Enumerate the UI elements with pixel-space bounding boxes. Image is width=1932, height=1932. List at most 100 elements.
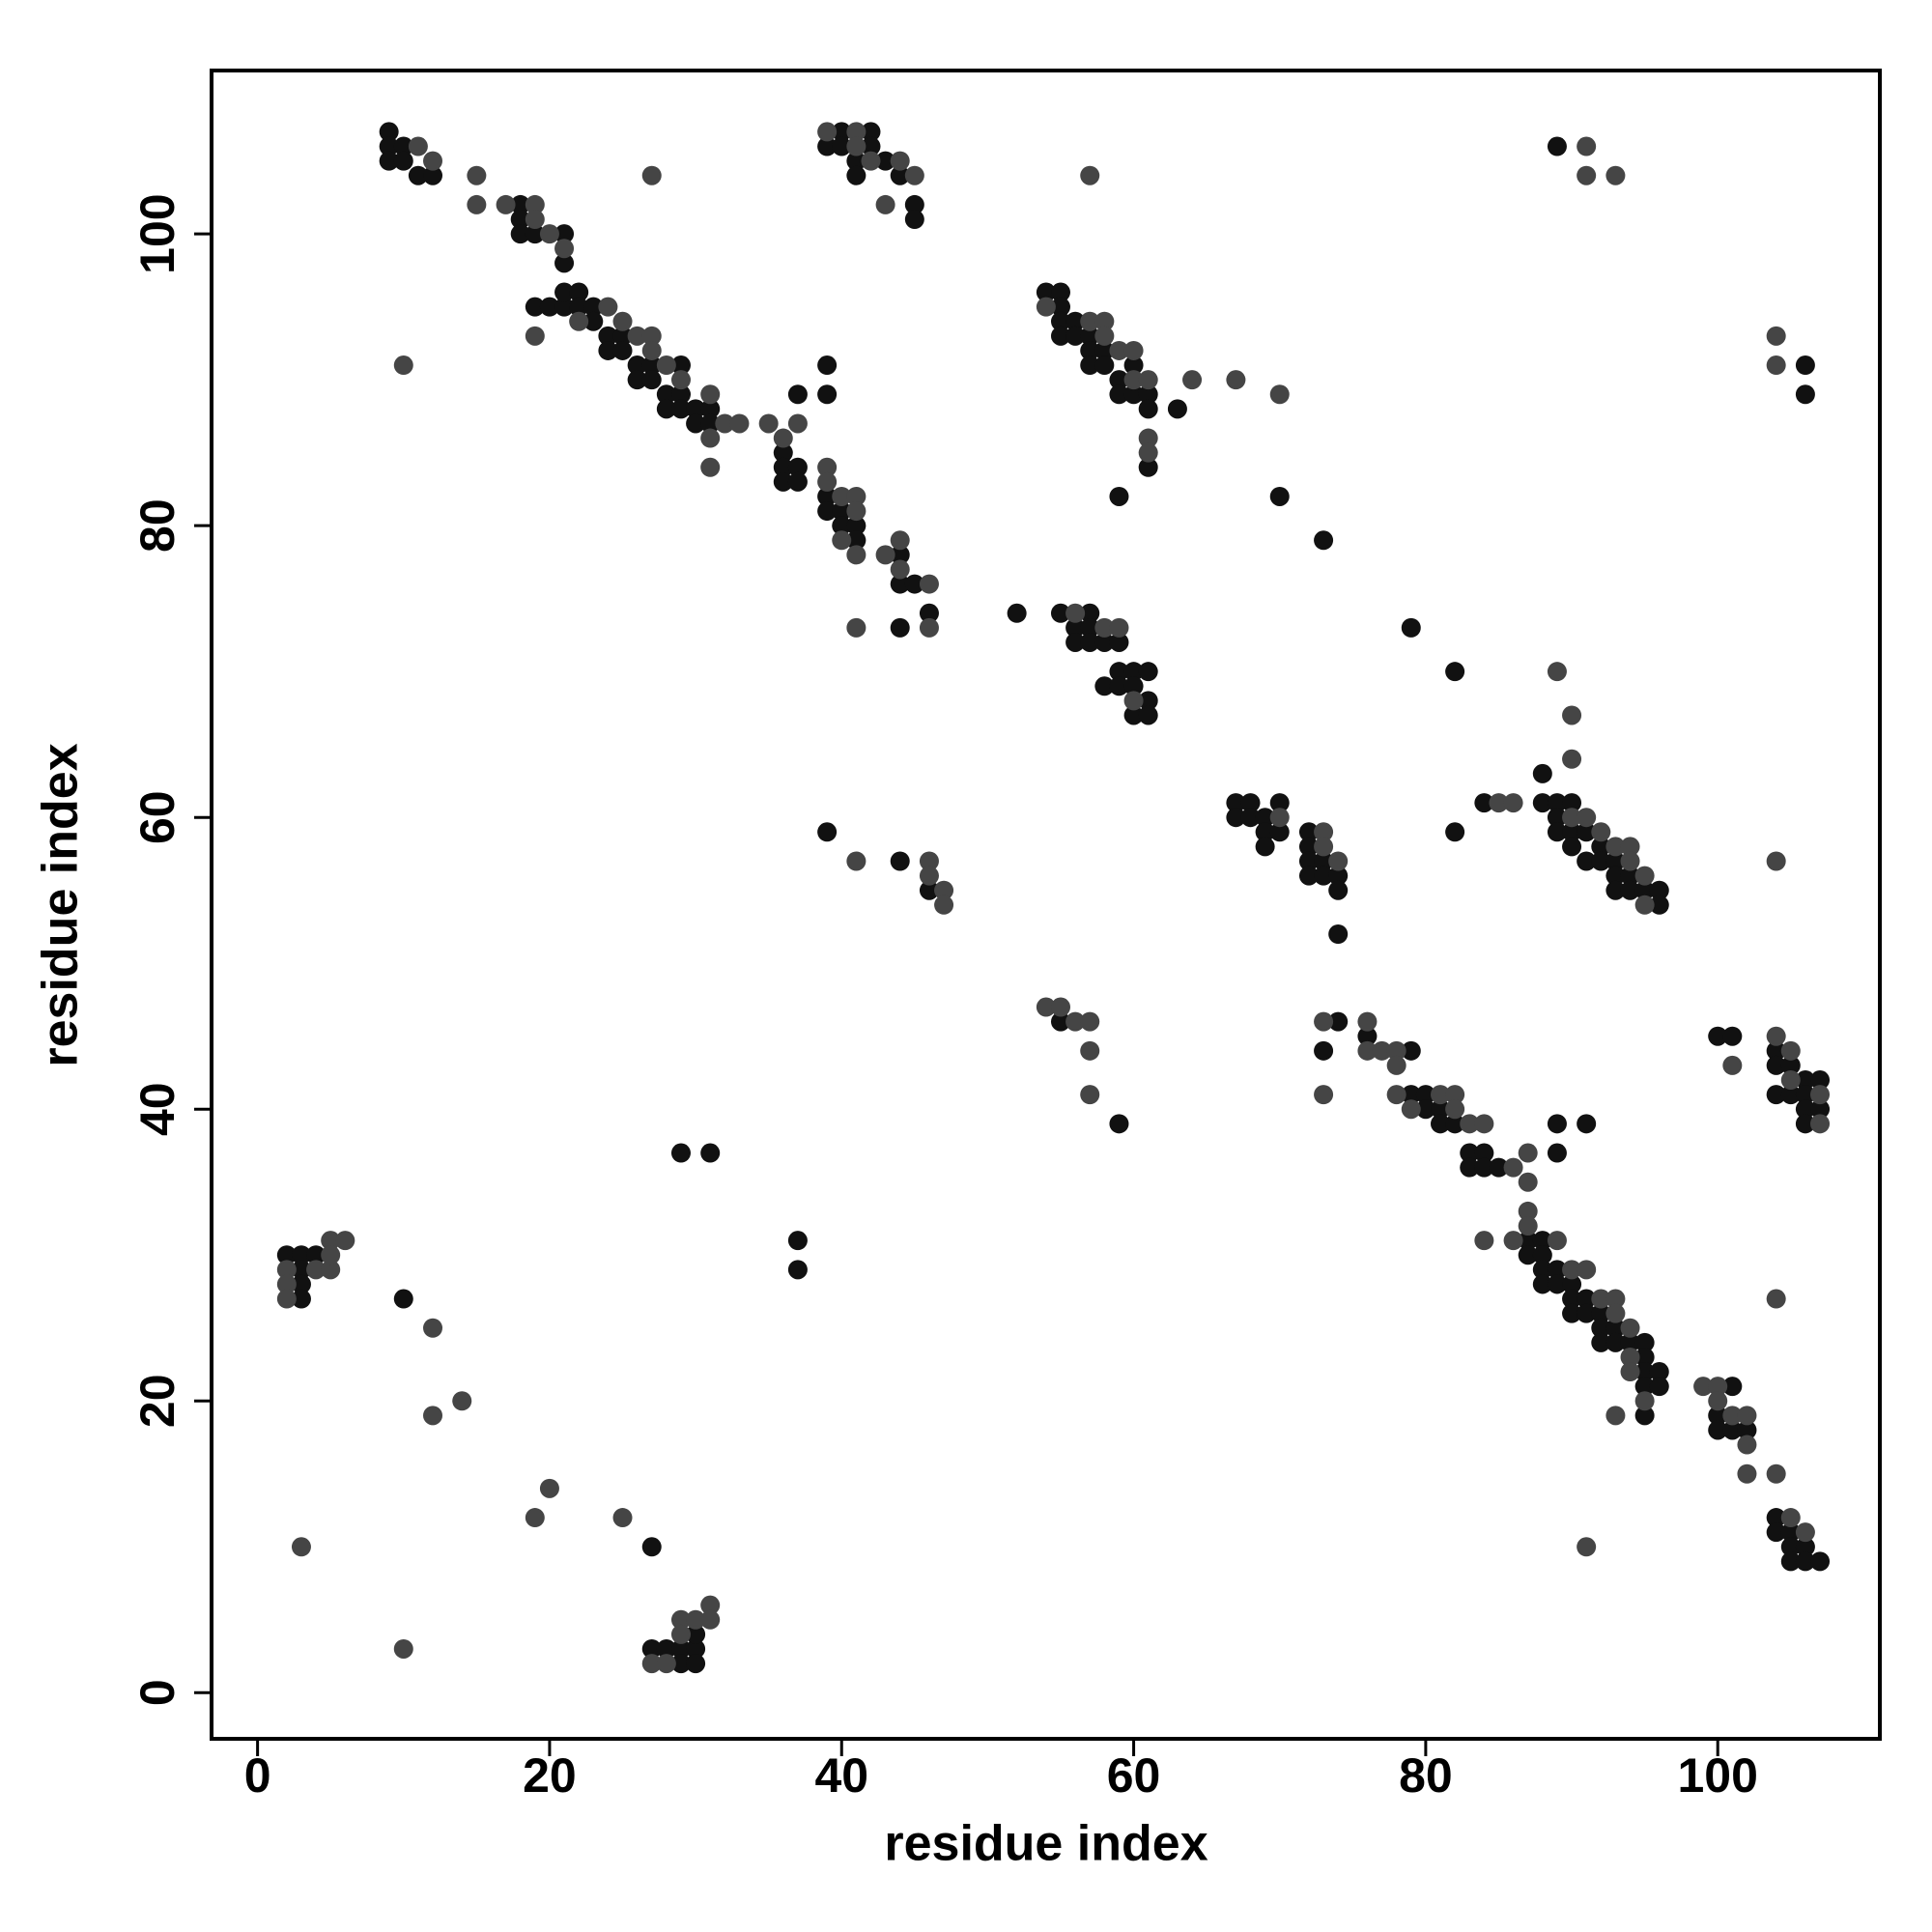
contact-point	[1562, 808, 1582, 828]
contact-point	[510, 224, 530, 244]
contact-point	[1080, 311, 1100, 331]
contact-point	[773, 471, 793, 492]
contact-point	[700, 1595, 721, 1615]
contact-point	[1620, 851, 1640, 871]
contact-point	[1780, 1508, 1801, 1528]
contact-point	[656, 355, 676, 376]
contact-point	[1080, 603, 1100, 623]
contact-point	[291, 1537, 311, 1557]
contact-point	[1226, 793, 1246, 813]
contact-point	[525, 210, 545, 230]
contact-point	[1577, 165, 1597, 185]
contact-point	[890, 530, 910, 551]
contact-point	[1240, 808, 1261, 828]
contact-point	[1795, 1522, 1815, 1543]
contact-point	[1577, 136, 1597, 156]
contact-point	[1562, 1274, 1582, 1294]
contact-point	[1605, 837, 1626, 857]
contact-point	[1532, 1231, 1552, 1251]
contact-point	[817, 501, 838, 522]
contact-point	[598, 340, 618, 360]
contact-point	[1620, 1362, 1640, 1382]
contact-point	[598, 297, 618, 317]
y-tick-label: 20	[130, 1374, 185, 1428]
contact-point	[1722, 1055, 1743, 1075]
contact-point	[1547, 1143, 1567, 1163]
contact-point	[1094, 355, 1115, 376]
contact-point	[934, 895, 954, 915]
contact-point	[1489, 793, 1509, 813]
contact-point	[1605, 1406, 1626, 1426]
contact-point	[1401, 1040, 1421, 1061]
contact-point	[1634, 866, 1655, 886]
contact-point	[1766, 1055, 1786, 1075]
contact-point	[1489, 1157, 1509, 1178]
contact-point	[1314, 1040, 1334, 1061]
contact-point	[1547, 822, 1567, 842]
contact-point	[1109, 1114, 1129, 1134]
contact-point	[1780, 1522, 1801, 1543]
contact-point	[452, 1391, 472, 1411]
contact-point	[1591, 1303, 1611, 1323]
contact-point	[1415, 1099, 1435, 1120]
contact-point	[554, 253, 575, 273]
contact-point	[1634, 895, 1655, 915]
contact-point	[1532, 763, 1552, 783]
contact-point	[423, 151, 443, 171]
contact-point	[1065, 311, 1086, 331]
contact-point	[379, 122, 399, 142]
contact-point	[1634, 1377, 1655, 1397]
contact-point	[467, 194, 487, 214]
contact-point	[1080, 617, 1100, 638]
contact-point	[1605, 851, 1626, 871]
contact-point	[1737, 1420, 1757, 1440]
contact-point	[686, 1654, 706, 1674]
contact-point	[861, 151, 881, 171]
contact-point	[379, 151, 399, 171]
contact-point	[1050, 311, 1070, 331]
contact-point	[787, 413, 808, 434]
contact-point	[393, 355, 413, 376]
contact-point	[1795, 1114, 1815, 1134]
contact-point	[1050, 282, 1070, 302]
contact-point	[1328, 851, 1349, 871]
contact-point	[1138, 370, 1158, 390]
contact-point	[1766, 1026, 1786, 1046]
contact-point	[1445, 662, 1465, 682]
contact-point	[1503, 1231, 1523, 1251]
contact-point	[1810, 1551, 1831, 1572]
contact-point	[1634, 1391, 1655, 1411]
contact-point	[1620, 1332, 1640, 1352]
contact-point	[1269, 384, 1290, 405]
contact-point	[291, 1289, 311, 1309]
contact-point	[1766, 326, 1786, 346]
contact-point	[670, 399, 691, 419]
contact-point	[1123, 676, 1144, 696]
contact-point	[1722, 1026, 1743, 1046]
contact-point	[1386, 1040, 1406, 1061]
contact-point	[1445, 1114, 1465, 1134]
contact-point	[846, 617, 867, 638]
contact-point	[1138, 428, 1158, 448]
contact-point	[1722, 1420, 1743, 1440]
contact-point	[1532, 793, 1552, 813]
contact-point	[1708, 1026, 1728, 1046]
contact-point	[1401, 617, 1421, 638]
contact-point	[1386, 1085, 1406, 1105]
contact-point	[1065, 603, 1086, 623]
contact-point	[1605, 866, 1626, 886]
contact-point	[554, 282, 575, 302]
contact-point	[846, 516, 867, 536]
contact-point	[569, 297, 589, 317]
contact-point	[758, 413, 779, 434]
contact-point	[1518, 1216, 1538, 1236]
contact-point	[1591, 1332, 1611, 1352]
contact-point	[773, 442, 793, 463]
contact-point	[1810, 1070, 1831, 1091]
contact-point	[641, 355, 662, 376]
contact-point	[1460, 1143, 1480, 1163]
contact-point	[656, 384, 676, 405]
contact-point	[773, 457, 793, 477]
contact-point	[1445, 822, 1465, 842]
contact-point	[773, 428, 793, 448]
